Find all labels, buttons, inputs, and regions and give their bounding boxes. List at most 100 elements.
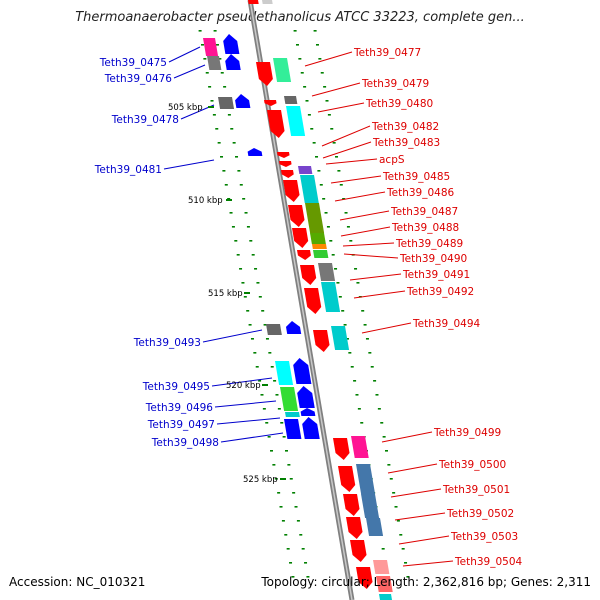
- guide-tick: [368, 352, 372, 354]
- guide-tick: [335, 156, 339, 158]
- forward-gene-arrow: [300, 265, 317, 285]
- leader-line: [387, 463, 438, 474]
- guide-tick: [301, 548, 305, 550]
- leader-line: [402, 560, 454, 567]
- scale-tick: [208, 106, 214, 108]
- reverse-gene-arrow: [293, 358, 312, 384]
- reverse-gene-label: Teth39_0498: [151, 437, 219, 449]
- guide-tick: [315, 156, 319, 158]
- leader-line: [214, 400, 277, 408]
- guide-tick: [361, 310, 365, 312]
- leader-line: [220, 432, 284, 443]
- forward-gene-label: Teth39_0488: [391, 222, 459, 234]
- guide-tick: [248, 324, 252, 326]
- guide-tick: [341, 310, 345, 312]
- gene-block: [313, 250, 329, 258]
- guide-tick: [285, 450, 288, 452]
- scale-tick: [244, 292, 250, 294]
- leader-line: [342, 242, 395, 247]
- gene-block: [280, 387, 299, 411]
- forward-gene-arrow: [304, 288, 322, 314]
- gene-block: [218, 97, 235, 109]
- guide-tick: [375, 394, 379, 396]
- leader-line: [322, 141, 372, 159]
- gene-block: [266, 324, 282, 335]
- guide-tick: [267, 436, 271, 438]
- forward-gene-label: Teth39_0491: [402, 269, 470, 281]
- gene-block: [310, 233, 326, 244]
- scale-label: 510 kbp: [188, 196, 223, 206]
- guide-tick: [277, 408, 281, 410]
- forward-gene-label: Teth39_0487: [390, 206, 458, 218]
- guide-tick: [254, 268, 258, 270]
- guide-tick: [323, 86, 327, 88]
- forward-gene-label: Teth39_0494: [412, 318, 481, 330]
- gene-block: [275, 361, 294, 385]
- reverse-gene-label: Teth39_0495: [142, 381, 210, 393]
- guide-tick: [212, 114, 216, 116]
- forward-gene-label: Teth39_0492: [406, 286, 474, 298]
- guide-tick: [295, 44, 299, 46]
- guide-tick: [273, 380, 277, 382]
- leader-line: [321, 125, 371, 147]
- forward-gene-label: Teth39_0502: [446, 508, 514, 520]
- leader-line: [311, 82, 361, 97]
- guide-tick: [208, 86, 212, 88]
- guide-tick: [396, 520, 400, 522]
- scale-tick: [226, 199, 232, 201]
- reverse-gene-block: [284, 419, 302, 439]
- forward-gene-label: acpS: [379, 154, 405, 166]
- guide-tick: [322, 198, 326, 200]
- guide-tick: [354, 268, 358, 270]
- gene-block: [331, 326, 350, 350]
- guide-tick: [239, 184, 243, 186]
- reverse-gene-label: Teth39_0497: [147, 419, 215, 431]
- reverse-gene-arrow: [247, 148, 263, 156]
- gene-block: [248, 0, 259, 4]
- leader-line: [330, 175, 382, 184]
- guide-tick: [270, 450, 273, 452]
- forward-gene-arrow: [277, 152, 290, 158]
- accession-label: Accession: NC_010321: [9, 575, 146, 589]
- guide-tick: [263, 324, 267, 326]
- guide-tick: [215, 128, 219, 130]
- guide-tick: [241, 282, 245, 284]
- guide-tick: [284, 534, 288, 536]
- guide-tick: [294, 506, 298, 508]
- forward-gene-arrow: [356, 567, 373, 589]
- guide-tick: [234, 240, 238, 242]
- guide-tick: [313, 30, 317, 32]
- guide-tick: [237, 170, 241, 172]
- gene-block: [207, 56, 222, 70]
- guide-tick: [279, 506, 283, 508]
- forward-gene-arrow: [346, 517, 363, 539]
- forward-gene-label: Teth39_0482: [371, 121, 439, 133]
- leader-line: [349, 273, 402, 281]
- forward-gene-arrow: [343, 494, 360, 516]
- guide-tick: [289, 478, 293, 480]
- guide-tick: [325, 100, 329, 102]
- guide-tick: [399, 534, 403, 536]
- leader-line: [163, 159, 215, 170]
- topology-label: Topology: circular; Length: 2,362,816 bp…: [261, 575, 591, 589]
- guide-tick: [329, 240, 333, 242]
- scale-label: 505 kbp: [168, 103, 203, 113]
- gene-block: [356, 464, 376, 494]
- guide-tick: [282, 436, 286, 438]
- guide-tick: [360, 422, 364, 424]
- guide-tick: [338, 296, 342, 298]
- guide-tick: [377, 408, 381, 410]
- guide-tick: [334, 268, 338, 270]
- guide-tick: [356, 282, 360, 284]
- guide-tick: [382, 436, 386, 438]
- forward-gene-label: Teth39_0500: [438, 459, 506, 471]
- guide-tick: [319, 184, 323, 186]
- gene-block: [285, 412, 300, 417]
- scale-tick: [280, 478, 286, 480]
- leader-line: [340, 226, 391, 237]
- forward-gene-arrow: [267, 110, 285, 138]
- leader-line: [317, 102, 365, 113]
- reverse-gene-label: Teth39_0496: [145, 402, 214, 414]
- leader-line: [216, 417, 281, 425]
- guide-tick: [270, 366, 274, 368]
